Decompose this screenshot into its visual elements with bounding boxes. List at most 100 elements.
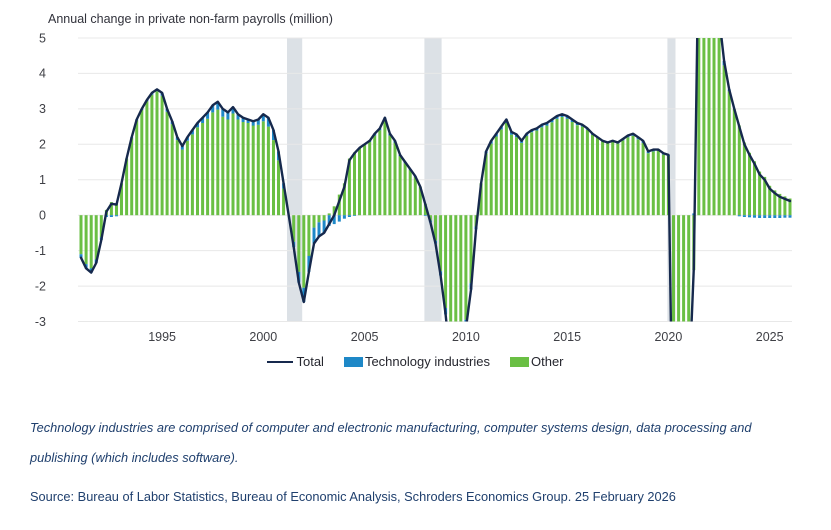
other-bar <box>727 91 731 216</box>
other-bar <box>439 215 443 272</box>
y-tick-label: 0 <box>39 209 46 223</box>
other-bar <box>180 149 184 216</box>
source-line: Source: Bureau of Labor Statistics, Bure… <box>30 489 676 504</box>
other-bar <box>312 215 316 228</box>
other-bar <box>155 91 159 216</box>
other-bar <box>530 132 534 216</box>
technology-bar <box>109 215 113 217</box>
technology-bar <box>783 215 787 218</box>
other-bar <box>616 143 620 216</box>
other-bar <box>170 124 174 216</box>
other-bar <box>606 143 610 216</box>
other-bar <box>89 215 93 269</box>
technology-bar <box>768 215 772 218</box>
other-bar <box>368 141 372 216</box>
y-tick-label: 1 <box>39 173 46 187</box>
technology-bar <box>322 220 326 233</box>
other-bar <box>525 135 529 216</box>
other-bar <box>135 120 139 216</box>
technology-bar <box>353 215 356 216</box>
technology-bar <box>266 117 270 127</box>
x-axis-labels: 1995 2000 2005 2010 2015 2020 2025 <box>148 330 783 344</box>
other-bar <box>322 215 326 221</box>
technology-bar <box>753 215 756 218</box>
legend-label-technology: Technology industries <box>364 354 490 369</box>
other-bar <box>165 111 169 216</box>
other-bar <box>469 215 473 284</box>
other-bar <box>768 185 772 216</box>
other-bar <box>292 215 296 242</box>
other-bar <box>363 145 367 216</box>
other-bar <box>201 123 205 216</box>
other-bar <box>489 143 493 216</box>
stacked-bars <box>79 38 792 322</box>
technology-bar <box>190 130 194 135</box>
other-bar <box>788 198 792 216</box>
y-tick-label: 2 <box>39 138 46 152</box>
x-tick-label: 2010 <box>452 330 480 344</box>
other-bar <box>388 135 392 216</box>
technology-bar <box>241 117 245 122</box>
other-bar <box>656 151 660 216</box>
other-bar <box>778 193 782 216</box>
other-bar <box>641 142 645 216</box>
x-tick-label: 2000 <box>249 330 277 344</box>
other-bar <box>196 127 199 216</box>
y-tick-label: -2 <box>35 279 46 293</box>
other-bar <box>216 109 220 216</box>
x-tick-label: 1995 <box>148 330 176 344</box>
other-bar <box>393 142 397 216</box>
technology-bar <box>748 215 751 218</box>
y-tick-label: 4 <box>39 67 46 81</box>
other-bar <box>570 122 574 216</box>
total-line <box>79 38 792 322</box>
other-bar <box>403 163 407 216</box>
technology-bar <box>742 215 746 217</box>
other-bar <box>378 130 382 216</box>
other-bar <box>120 183 123 216</box>
technology-bar <box>251 121 255 126</box>
y-tick-label: -1 <box>35 244 46 258</box>
other-bar <box>484 153 488 216</box>
technology-bar <box>773 215 777 218</box>
other-bar <box>626 137 630 216</box>
other-bar <box>773 190 777 216</box>
other-bar <box>175 140 179 216</box>
technology-bar <box>79 254 83 258</box>
other-bar <box>601 141 605 216</box>
other-bar <box>479 183 483 216</box>
technology-bar <box>211 105 215 113</box>
other-bar <box>408 169 412 216</box>
other-bar <box>611 141 615 216</box>
legend-label-total: Total <box>296 354 324 369</box>
other-bar <box>449 215 453 322</box>
other-bar <box>580 126 584 216</box>
other-bar <box>109 202 113 216</box>
y-axis-labels: 5 4 3 2 1 0 -1 -2 -3 <box>35 31 46 328</box>
other-bar <box>560 117 564 216</box>
other-bar <box>115 203 118 216</box>
other-bar <box>540 127 544 216</box>
technology-bar <box>201 117 205 123</box>
other-bar <box>160 95 164 216</box>
other-bar <box>130 137 134 216</box>
technology-bar <box>226 112 230 120</box>
technology-bar <box>758 215 762 218</box>
x-tick-label: 2005 <box>351 330 379 344</box>
other-bar <box>712 38 716 216</box>
chart-title: Annual change in private non-farm payrol… <box>48 12 333 26</box>
other-bar <box>661 154 665 216</box>
technology-bar <box>737 215 741 217</box>
other-bar <box>636 139 640 216</box>
technology-bar <box>545 123 549 126</box>
other-bar <box>677 215 681 322</box>
other-bar <box>504 123 508 216</box>
other-bar <box>211 112 215 216</box>
technology-bar <box>337 215 341 222</box>
other-bar <box>297 215 301 272</box>
other-bar <box>413 176 417 216</box>
footnote: Technology industries are comprised of c… <box>30 420 752 465</box>
other-bar <box>550 122 554 216</box>
other-bar <box>221 116 225 216</box>
other-bar <box>742 142 746 216</box>
